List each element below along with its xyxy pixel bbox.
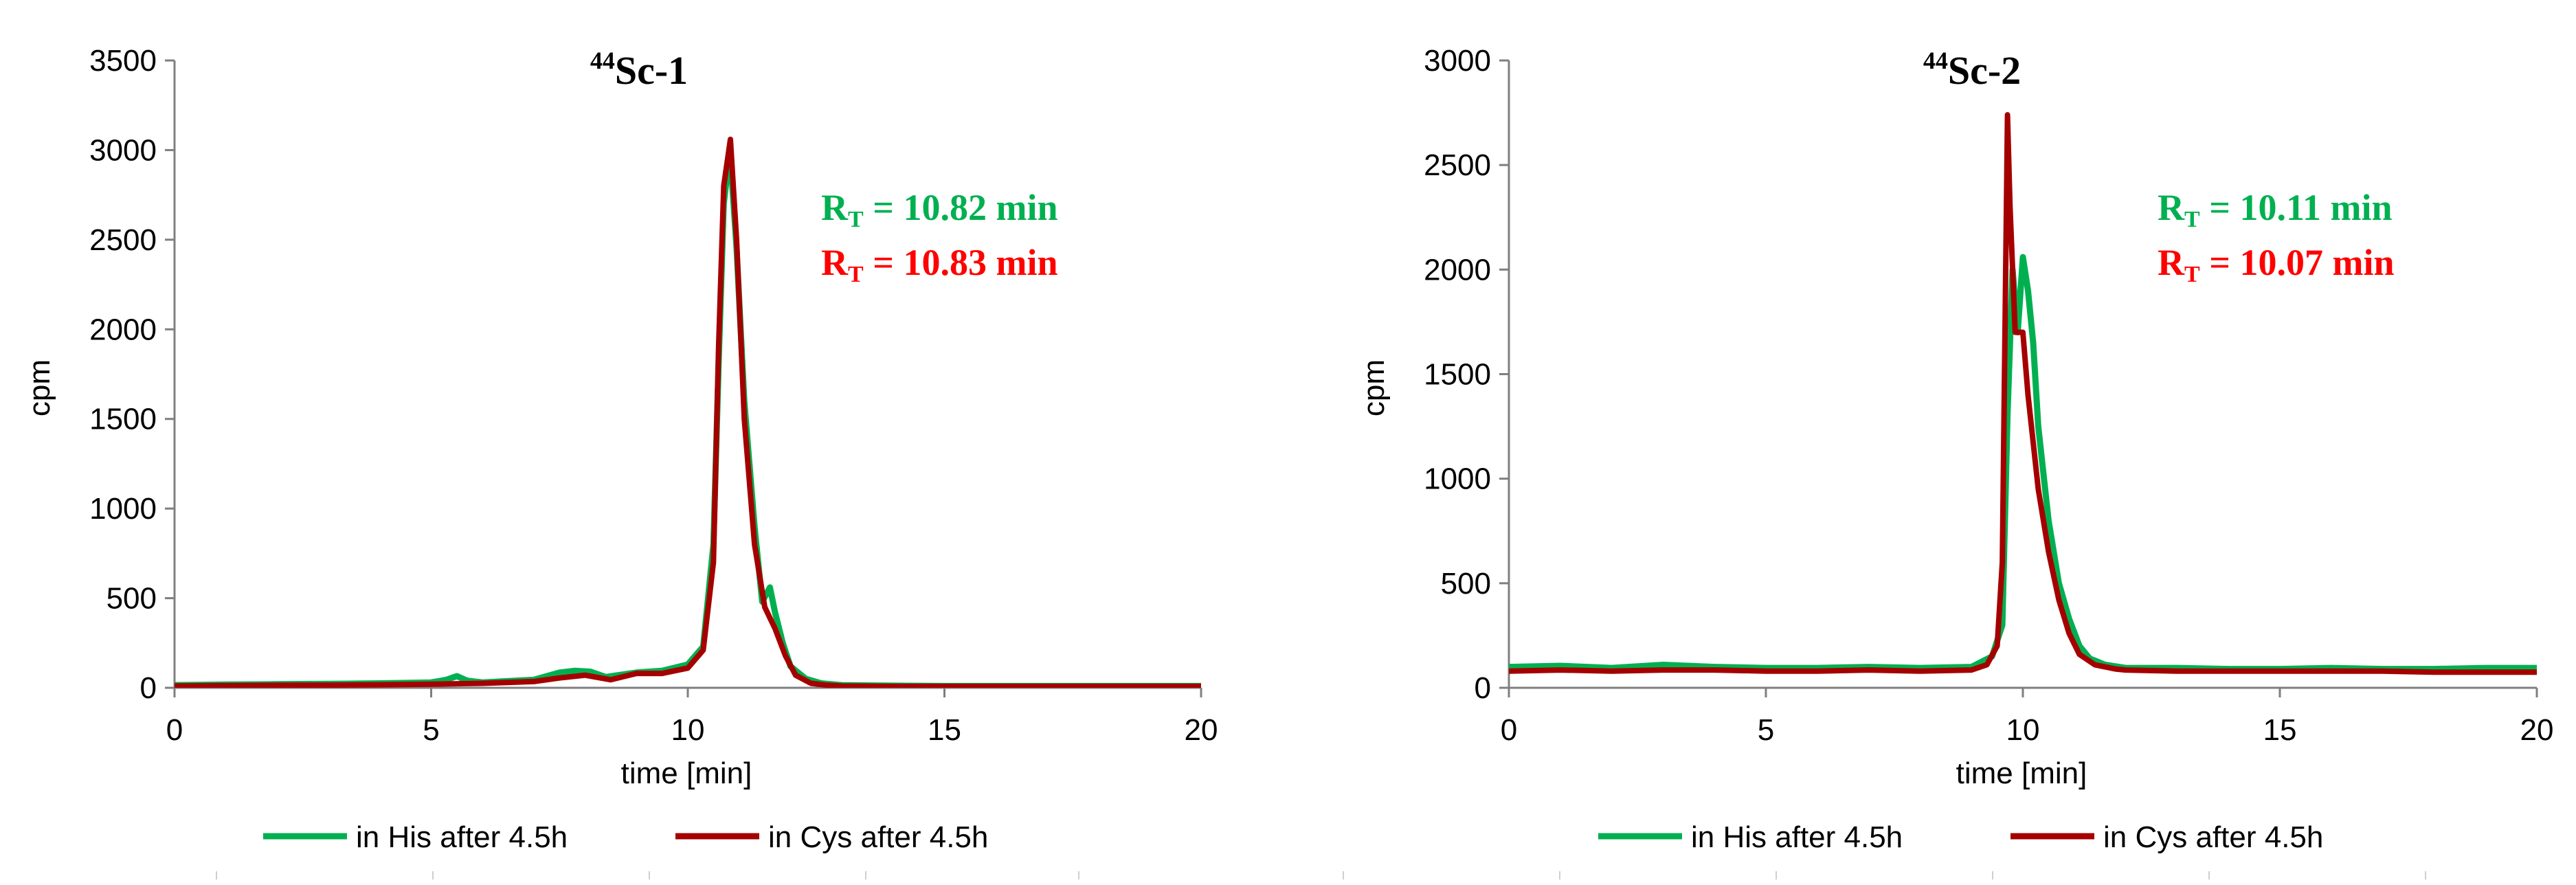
x-axis-label: time [min] [1956, 757, 2087, 790]
y-tick-label: 1000 [89, 492, 157, 526]
legend-label: in Cys after 4.5h [2103, 820, 2323, 854]
y-tick-label: 2500 [89, 223, 157, 257]
title-superscript: 44 [1923, 47, 1948, 74]
y-tick-label: 1500 [89, 403, 157, 436]
y-tick-label: 2000 [1424, 253, 1491, 287]
title-main: Sc-1 [615, 48, 688, 93]
y-tick-label: 500 [107, 582, 157, 616]
x-tick-label: 10 [671, 713, 705, 747]
y-tick-label: 1500 [1424, 358, 1491, 392]
x-axis-label: time [min] [621, 757, 752, 790]
title-superscript: 44 [590, 47, 615, 74]
chart-title: 44Sc-1 [590, 47, 688, 93]
y-tick-label: 3000 [89, 133, 157, 167]
title-main: Sc-2 [1948, 48, 2021, 93]
series-line-his [1509, 254, 2537, 673]
y-axis-label: cpm [23, 359, 56, 416]
legend-label: in His after 4.5h [356, 820, 568, 854]
chart-panel-1: 0 500 1000 1500 2000 2500 3000 3500 0 5 10 15 20 time… [23, 44, 1218, 854]
x-tick-label: 10 [2006, 713, 2040, 747]
retention-time-annotation: RT = 10.07 min [2158, 242, 2394, 287]
y-tick-label: 2500 [1424, 148, 1491, 182]
y-tick-label: 3000 [1424, 44, 1491, 78]
retention-time-annotation: RT = 10.11 min [2158, 187, 2393, 232]
y-tick-label: 500 [1441, 567, 1491, 601]
legend-label: in Cys after 4.5h [768, 820, 988, 854]
chart-title: 44Sc-2 [1923, 47, 2021, 93]
retention-time-annotation: RT = 10.83 min [821, 242, 1057, 287]
x-tick-label: 15 [928, 713, 961, 747]
x-tick-label: 0 [1501, 713, 1517, 747]
legend-label: in His after 4.5h [1691, 820, 1903, 854]
x-tick-label: 0 [166, 713, 183, 747]
x-tick-label: 20 [1185, 713, 1218, 747]
x-tick-label: 15 [2263, 713, 2297, 747]
x-tick-label: 20 [2520, 713, 2554, 747]
y-tick-label: 0 [1475, 671, 1491, 705]
series-line-cys [1509, 112, 2537, 675]
x-tick-label: 5 [1758, 713, 1774, 747]
y-tick-label: 2000 [89, 313, 157, 346]
retention-time-annotation: RT = 10.82 min [821, 187, 1057, 232]
y-axis-label: cpm [1357, 359, 1391, 416]
y-tick-label: 1000 [1424, 462, 1491, 496]
y-tick-label: 0 [140, 671, 157, 705]
series-line-his [175, 146, 1201, 688]
series-line-cys [175, 136, 1201, 688]
x-tick-label: 5 [423, 713, 439, 747]
y-tick-label: 3500 [89, 44, 157, 78]
chart-panel-2: 0 500 1000 1500 2000 2500 3000 0 5 10 15 20 time [mi… [1357, 44, 2553, 854]
